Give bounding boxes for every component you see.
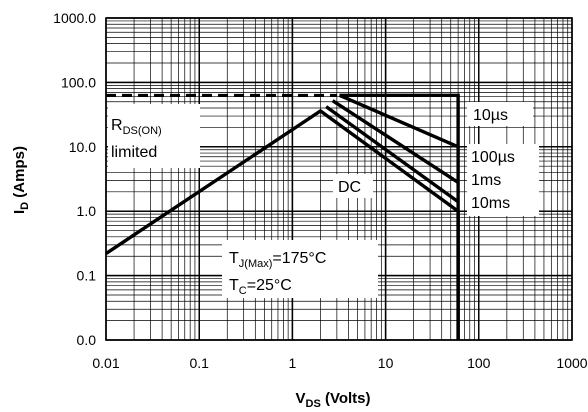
x-tick-label: 0.1 [189, 355, 209, 371]
x-tick-label: 1 [289, 355, 297, 371]
tc-label-main: T [229, 277, 239, 294]
rds-label-box [108, 104, 200, 168]
dc-label-box [333, 174, 373, 198]
x-axis-title: VDS (Volts) [295, 390, 370, 410]
y-tick-label: 10.0 [69, 139, 96, 155]
tc-label: TC=25°C [229, 277, 292, 297]
y-axis-title-sub: D [19, 202, 31, 210]
series-line-100us [338, 93, 459, 149]
series-lines [105, 93, 460, 340]
pulse-labels-box [467, 144, 539, 216]
y-axis-title: ID (Amps) [11, 146, 31, 214]
x-tick-label: 100 [467, 355, 491, 371]
tc-label-rest: =25°C [247, 277, 292, 294]
y-tick-label: 0.1 [77, 268, 97, 284]
y-axis-title-rest: (Amps) [11, 146, 28, 202]
x-tick-label: 10 [378, 355, 394, 371]
y-tick-label: 100.0 [61, 74, 96, 90]
x-axis-title-rest: (Volts) [321, 390, 371, 407]
x-axis-title-sub: DS [306, 398, 321, 410]
tc-label-sub: C [239, 285, 247, 297]
rds-label-main: R [111, 117, 123, 134]
ms10-label: 10ms [471, 195, 510, 212]
x-tick-label: 0.01 [92, 355, 119, 371]
y-tick-label: 1.0 [77, 203, 97, 219]
us10-label-box [467, 102, 533, 126]
y-tick-label: 1000.0 [53, 10, 96, 26]
y-tick-label: 0.0 [77, 332, 97, 348]
rds-label-sub: DS(ON) [123, 125, 162, 137]
series-line-1ms [331, 99, 460, 184]
tj-label-main: T [229, 250, 239, 267]
x-axis-title-main: V [295, 390, 305, 407]
series-line-10ms [325, 105, 460, 204]
plot-frame [105, 17, 573, 341]
dc-label: DC [338, 179, 361, 196]
tj-label: TJ(Max)=175°C [229, 250, 326, 270]
rds-label-line2: limited [111, 144, 157, 161]
us100-label: 100µs [471, 149, 515, 166]
x-tick-label: 1000 [556, 355, 587, 371]
ms1-label: 1ms [471, 172, 501, 189]
temp-label-box [222, 240, 378, 298]
us10-label: 10µs [473, 107, 508, 124]
series-line-10us [339, 93, 460, 340]
rds-label: RDS(ON) [111, 117, 162, 137]
annotations: RDS(ON) limited DC 10µs 100µs 1ms 10ms T… [108, 102, 539, 298]
tj-label-rest: =175°C [272, 250, 326, 267]
tj-label-sub: J(Max) [239, 258, 273, 270]
y-axis-title-main: I [11, 210, 28, 214]
tick-labels: 0.01 0.1 1 10 100 1000 0.0 0.1 1.0 10.0 100.0 1000.… [53, 10, 588, 371]
